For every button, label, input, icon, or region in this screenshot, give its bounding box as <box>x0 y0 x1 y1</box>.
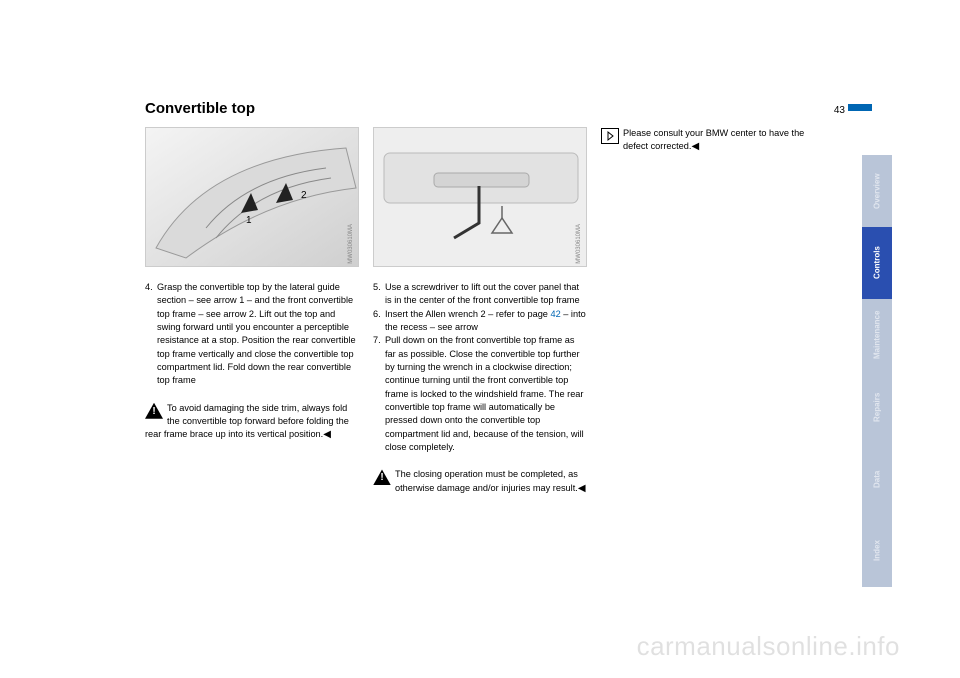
figure-1-code: MW030610MA <box>347 224 356 264</box>
svg-text:1: 1 <box>246 215 252 226</box>
step-5-text: Use a screwdriver to lift out the cover … <box>385 281 587 308</box>
figure-1: 1 2 MW030610MA <box>145 127 359 267</box>
warning-2-text: The closing operation must be completed,… <box>395 469 578 492</box>
page-header: Convertible top 43 <box>145 100 845 117</box>
step-6: 6. Insert the Allen wrench 2 – refer to … <box>373 308 587 335</box>
step-6-text-a: Insert the Allen wrench 2 – refer to pag… <box>385 309 550 319</box>
page-link-42[interactable]: 42 <box>550 309 560 319</box>
step-4: 4. Grasp the convertible top by the late… <box>145 281 359 388</box>
warning-1-text: To avoid damaging the side trim, always … <box>145 403 349 440</box>
figure-2-code: MW030610MA <box>575 224 584 264</box>
note-block: Please consult your BMW center to have t… <box>601 127 815 155</box>
tab-index[interactable]: Index <box>862 515 892 587</box>
page-title: Convertible top <box>145 100 255 117</box>
warning-1: To avoid damaging the side trim, always … <box>145 402 359 443</box>
column-2: MW030610MA 5. Use a screwdriver to lift … <box>373 127 587 496</box>
tab-controls[interactable]: Controls <box>862 227 892 299</box>
end-mark: ◀ <box>691 141 699 152</box>
step-6-text: Insert the Allen wrench 2 – refer to pag… <box>385 308 587 335</box>
watermark: carmanualsonline.info <box>637 631 900 662</box>
step-7: 7. Pull down on the front convertible to… <box>373 334 587 454</box>
side-tabs: Overview Controls Maintenance Repairs Da… <box>862 155 892 587</box>
page-content: Convertible top 43 <box>145 100 845 496</box>
warning-icon <box>373 469 391 485</box>
content-columns: 1 2 MW030610MA 4. Grasp the convertible … <box>145 127 845 496</box>
page-marker <box>848 104 872 111</box>
step-4-text: Grasp the convertible top by the lateral… <box>157 281 359 388</box>
warning-2: The closing operation must be completed,… <box>373 468 587 496</box>
svg-text:2: 2 <box>301 190 307 201</box>
step-5: 5. Use a screwdriver to lift out the cov… <box>373 281 587 308</box>
warning-icon <box>145 403 163 419</box>
step-7-text: Pull down on the front convertible top f… <box>385 334 587 454</box>
step-5-number: 5. <box>373 281 385 308</box>
end-mark: ◀ <box>323 429 331 440</box>
column-1: 1 2 MW030610MA 4. Grasp the convertible … <box>145 127 359 496</box>
step-4-number: 4. <box>145 281 157 388</box>
note-icon <box>601 128 619 144</box>
tab-overview[interactable]: Overview <box>862 155 892 227</box>
page-number: 43 <box>834 105 845 116</box>
end-mark: ◀ <box>578 483 586 494</box>
tab-repairs[interactable]: Repairs <box>862 371 892 443</box>
note-text: Please consult your BMW center to have t… <box>623 128 804 151</box>
step-7-number: 7. <box>373 334 385 454</box>
column-3: Please consult your BMW center to have t… <box>601 127 815 496</box>
step-6-number: 6. <box>373 308 385 335</box>
tab-data[interactable]: Data <box>862 443 892 515</box>
tab-maintenance[interactable]: Maintenance <box>862 299 892 371</box>
figure-2: MW030610MA <box>373 127 587 267</box>
